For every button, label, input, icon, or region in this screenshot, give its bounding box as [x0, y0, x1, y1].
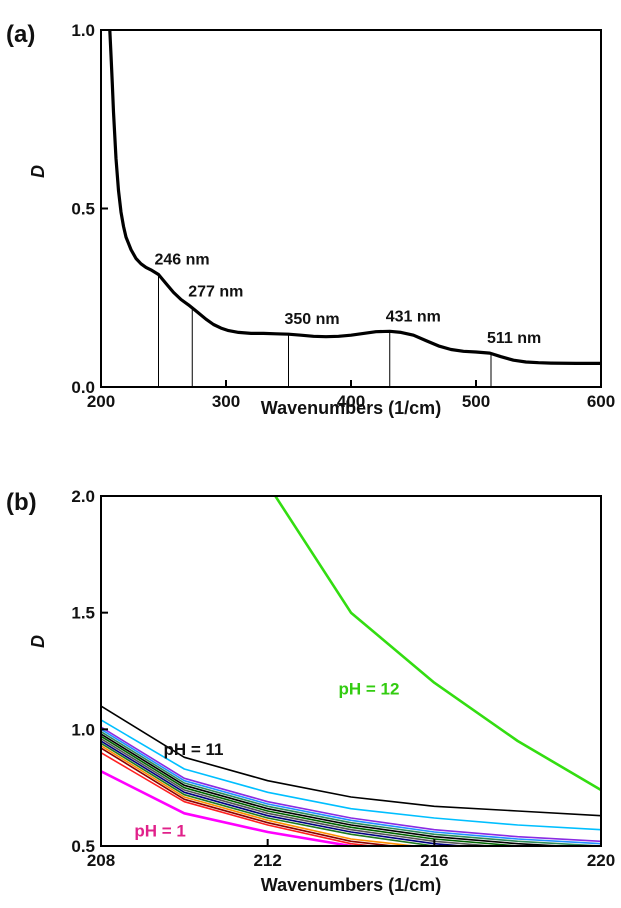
peak-label: 431 nm	[386, 308, 441, 325]
series-label: pH = 11	[164, 740, 224, 759]
panel-b-series-line	[101, 752, 379, 846]
panel-b-series-line	[101, 745, 421, 846]
panel-b-series-line	[101, 740, 472, 846]
series-label: pH = 12	[339, 679, 400, 698]
panel-b-series-line	[273, 496, 601, 792]
panel-a-y-axis-title: D	[28, 165, 48, 178]
panel-b-y-tick-label: 1.0	[71, 720, 95, 739]
panel-a-y-tick-label: 1.0	[71, 21, 95, 40]
panel-b-series-line	[101, 731, 601, 846]
panel-a-x-tick-label: 200	[87, 392, 115, 411]
peak-label: 511 nm	[487, 330, 541, 347]
panel-a-plot-area: 246 nm 277 nm 350 nm 431 nm 511 nm	[108, 30, 601, 387]
panel-b-series-line	[101, 728, 601, 845]
panel-b-series-line	[101, 742, 444, 846]
panel-b-series-line	[101, 738, 500, 846]
panel-a-x-tick-label: 300	[212, 392, 240, 411]
panel-b-y-tick-label: 2.0	[71, 487, 95, 506]
panel-b-x-tick-label: 216	[420, 851, 448, 870]
panel-a-y-tick-label: 0.0	[71, 378, 95, 397]
panel-b: (b) pH = 12 pH = 11 pH = 1 208 212 216 220 0.5…	[6, 487, 615, 895]
panel-a-axes: 200 300 400 500 600 0.0 0.5 1.0	[71, 21, 615, 411]
peak-label: 277 nm	[188, 284, 243, 301]
panel-a-label: (a)	[6, 21, 35, 48]
panel-b-plot-area: pH = 12 pH = 11 pH = 1	[101, 496, 601, 846]
panel-b-axes: 208 212 216 220 0.5 1.0 1.5 2.0	[71, 487, 615, 870]
panel-a-y-tick-label: 0.5	[71, 200, 95, 219]
panel-b-x-tick-label: 212	[253, 851, 281, 870]
panel-b-y-tick-label: 1.5	[71, 604, 95, 623]
panel-b-x-tick-label: 220	[587, 851, 615, 870]
panel-b-series-line	[101, 735, 532, 846]
panel-b-x-tick-label: 208	[87, 851, 115, 870]
panel-b-series-line	[101, 733, 574, 846]
panel-b-y-axis-title: D	[28, 635, 48, 648]
panel-a: (a) 246 nm 277 nm 350 nm 431 nm 511 nm 200 30…	[6, 21, 615, 418]
panel-b-label: (b)	[6, 489, 37, 516]
peak-label: 350 nm	[285, 311, 340, 328]
panel-b-series-line	[101, 719, 601, 831]
panel-a-x-tick-label: 500	[462, 392, 490, 411]
peak-label: 246 nm	[155, 252, 210, 269]
panel-b-series-line	[101, 705, 601, 817]
panel-a-x-tick-label: 600	[587, 392, 615, 411]
panel-b-frame	[100, 495, 602, 847]
panel-b-series-line	[101, 726, 601, 843]
panel-a-series-line	[108, 30, 601, 365]
panel-b-series-line	[101, 747, 400, 846]
panel-a-x-tick-label: 400	[337, 392, 365, 411]
series-label: pH = 1	[134, 822, 186, 841]
panel-b-x-axis-title: Wavenumbers (1/cm)	[261, 875, 441, 895]
panel-b-series-line	[101, 770, 363, 846]
panel-a-x-axis-title: Wavenumbers (1/cm)	[261, 398, 441, 418]
panel-b-y-tick-label: 0.5	[71, 837, 95, 856]
